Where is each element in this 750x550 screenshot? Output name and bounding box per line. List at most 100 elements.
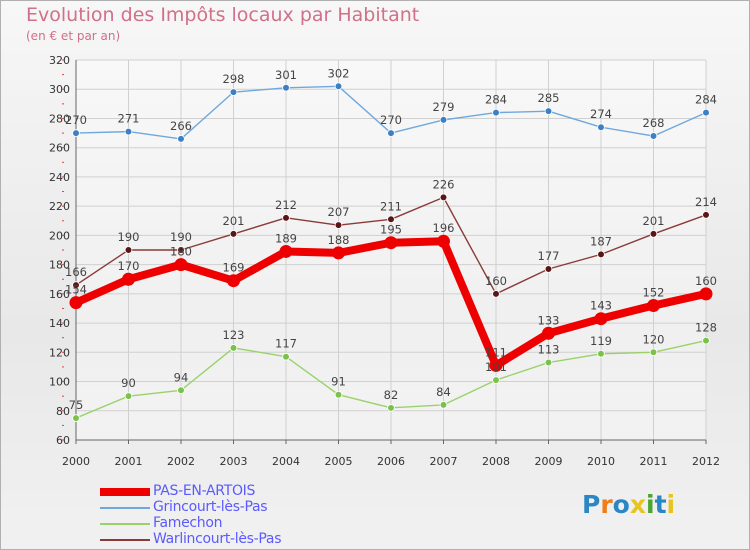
y-tick-label: 260 xyxy=(49,142,70,155)
y-tick-label: 180 xyxy=(49,259,70,272)
y-tick-label: 240 xyxy=(49,171,70,184)
data-label: 190 xyxy=(118,230,140,244)
x-tick-label: 2004 xyxy=(272,455,300,468)
data-point xyxy=(124,392,133,400)
data-point xyxy=(69,296,83,310)
data-label: 120 xyxy=(643,332,665,346)
data-label: 302 xyxy=(328,66,350,80)
x-tick-label: 2010 xyxy=(587,455,615,468)
logo-letter: x xyxy=(629,490,646,519)
data-point xyxy=(334,390,343,399)
data-point xyxy=(229,344,238,352)
data-point xyxy=(72,414,80,422)
data-label: 274 xyxy=(590,107,612,121)
data-label: 113 xyxy=(538,343,560,357)
chart-subtitle: (en € et par an) xyxy=(26,29,121,43)
legend-swatch xyxy=(100,488,150,496)
data-label: 201 xyxy=(643,214,665,228)
x-tick-label: 2006 xyxy=(377,455,405,468)
x-tick-label: 2009 xyxy=(535,455,563,468)
logo-letter: P xyxy=(582,490,601,519)
data-label: 90 xyxy=(121,376,136,390)
data-point xyxy=(332,246,345,260)
data-point xyxy=(439,116,448,124)
data-label: 271 xyxy=(118,112,140,126)
data-label: 154 xyxy=(65,283,87,297)
data-point xyxy=(437,234,450,248)
data-label: 111 xyxy=(485,345,507,359)
y-tick-label: 120 xyxy=(49,346,70,359)
logo-letter: o xyxy=(612,490,630,519)
data-label: 170 xyxy=(118,259,140,273)
data-point xyxy=(384,236,398,250)
data-point xyxy=(282,352,290,361)
data-label: 91 xyxy=(331,375,346,389)
data-point xyxy=(492,376,500,384)
legend-label: PAS-EN-ARTOIS xyxy=(153,483,256,499)
data-label: 75 xyxy=(69,398,84,412)
data-point xyxy=(72,281,80,289)
data-point xyxy=(594,312,608,326)
data-point xyxy=(177,135,185,143)
data-label: 195 xyxy=(380,223,402,237)
x-tick-label: 2001 xyxy=(115,455,143,468)
data-point xyxy=(702,211,710,219)
data-label: 143 xyxy=(590,299,612,313)
data-label: 188 xyxy=(328,233,350,247)
data-point xyxy=(387,215,395,224)
data-point xyxy=(597,349,605,358)
data-label: 187 xyxy=(590,234,612,248)
data-label: 101 xyxy=(485,360,507,374)
data-point xyxy=(229,230,238,238)
data-label: 160 xyxy=(485,274,507,288)
legend-swatch xyxy=(100,523,150,525)
data-point xyxy=(597,123,605,132)
y-tick-label: 160 xyxy=(49,288,70,301)
data-label: 152 xyxy=(643,286,665,300)
data-point xyxy=(124,246,133,254)
x-tick-label: 2011 xyxy=(640,455,668,468)
data-label: 285 xyxy=(538,91,560,105)
data-label: 301 xyxy=(275,68,297,82)
logo-letter: i xyxy=(646,490,655,519)
data-label: 180 xyxy=(170,245,192,259)
chart-title: Evolution des Impôts locaux par Habitant xyxy=(26,4,420,26)
data-point xyxy=(124,127,133,136)
data-label: 169 xyxy=(223,261,245,275)
legend-swatch xyxy=(100,507,150,509)
data-label: 160 xyxy=(695,274,717,288)
data-point xyxy=(544,358,553,367)
proxiti-logo: Proxiti xyxy=(582,490,675,519)
data-label: 284 xyxy=(485,93,507,107)
data-label: 266 xyxy=(170,119,192,133)
data-point xyxy=(597,250,605,259)
y-tick-label: 220 xyxy=(49,200,70,213)
y-tick-label: 140 xyxy=(49,317,70,330)
data-point xyxy=(177,246,185,254)
logo-letter: t xyxy=(654,490,667,519)
data-label: 123 xyxy=(223,328,245,342)
data-label: 177 xyxy=(538,249,560,263)
data-point xyxy=(439,193,448,202)
y-tick-label: 320 xyxy=(49,54,70,67)
y-tick-label: 100 xyxy=(49,376,70,389)
legend-label: Famechon xyxy=(153,515,223,531)
data-point xyxy=(489,358,503,372)
data-label: 270 xyxy=(65,113,87,127)
x-tick-label: 2008 xyxy=(482,455,510,468)
x-tick-label: 2000 xyxy=(62,455,90,468)
legend-label: Grincourt-lès-Pas xyxy=(153,499,268,515)
data-point xyxy=(647,299,660,313)
y-tick-label: 200 xyxy=(49,229,70,242)
data-label: 201 xyxy=(223,214,245,228)
data-point xyxy=(227,274,240,288)
data-point xyxy=(544,107,553,115)
data-label: 270 xyxy=(380,113,402,127)
data-point xyxy=(649,348,658,357)
x-tick-label: 2003 xyxy=(220,455,248,468)
data-label: 226 xyxy=(433,177,455,191)
data-point xyxy=(282,83,290,92)
data-label: 119 xyxy=(590,334,612,348)
logo-letter: r xyxy=(600,490,613,519)
x-tick-label: 2012 xyxy=(692,455,720,468)
